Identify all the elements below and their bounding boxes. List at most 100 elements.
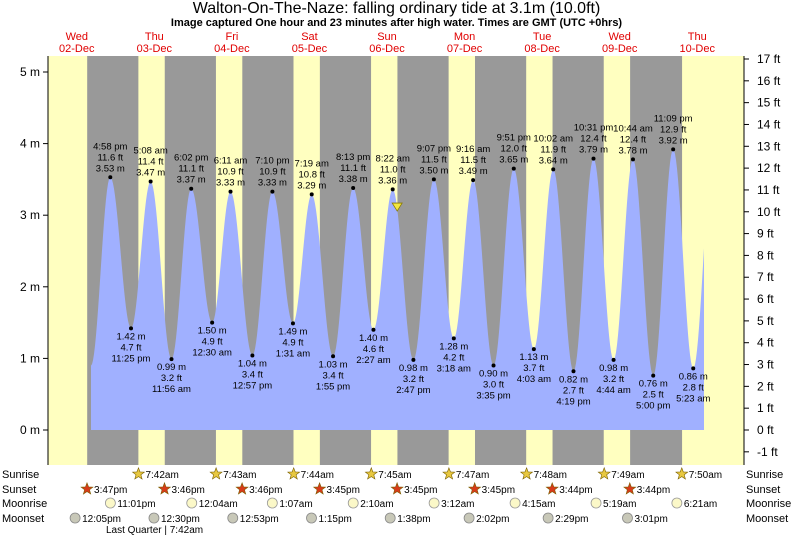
tide-height-ft: 11.1 ft <box>340 163 366 174</box>
moonset-row-label-right: Moonset <box>746 513 788 525</box>
day-name: Mon <box>454 31 475 43</box>
tide-point <box>531 347 536 352</box>
day-name: Fri <box>225 31 238 43</box>
right-tick-label: 10 ft <box>757 205 781 219</box>
sunrise-icon <box>442 466 456 480</box>
sunrise-time: 7:42am <box>145 470 178 481</box>
tide-point <box>351 185 356 190</box>
tide-time: 3:18 am <box>437 363 471 374</box>
tide-height-ft: 4.6 ft <box>363 344 384 355</box>
tide-time: 9:16 am <box>456 144 490 155</box>
day-date: 10-Dec <box>680 43 716 55</box>
moonset-time: 1:38pm <box>397 514 430 525</box>
tide-point <box>611 357 616 362</box>
tide-time: 5:00 pm <box>636 401 670 412</box>
moonrise-icon <box>590 497 602 509</box>
tide-height-m: 3.29 m <box>297 180 326 191</box>
tide-height-m: 3.47 m <box>136 168 165 179</box>
day-name: Wed <box>608 31 630 43</box>
tide-time: 5:23 am <box>676 393 710 404</box>
tide-time: 2:47 pm <box>396 385 430 396</box>
moonset-time: 12:05pm <box>82 514 121 525</box>
day-date: 08-Dec <box>524 43 560 55</box>
tide-time: 4:03 am <box>517 374 551 385</box>
tide-height-ft: 12.9 ft <box>660 124 687 135</box>
moonrise-icon <box>266 497 278 509</box>
sunrise-icon <box>675 466 689 480</box>
tide-time: 11:25 pm <box>112 353 151 364</box>
sunrise-time: 7:50am <box>689 470 722 481</box>
tide-time: 9:07 pm <box>417 143 451 154</box>
tide-time: 10:02 am <box>533 133 573 144</box>
tide-time: 5:08 am <box>133 146 167 157</box>
moonset-time: 2:29pm <box>555 514 588 525</box>
tide-height-ft: 12.0 ft <box>501 144 528 155</box>
right-tick-label: 3 ft <box>757 358 774 372</box>
sunset-icon <box>80 481 94 495</box>
moonrise-time: 2:10am <box>360 499 393 510</box>
tide-point <box>571 369 576 374</box>
tide-time: 2:27 am <box>356 355 390 366</box>
moonrise-icon <box>671 497 683 509</box>
sunrise-time: 7:45am <box>378 470 411 481</box>
tide-point <box>290 321 295 326</box>
tide-height-m: 3.37 m <box>177 175 206 186</box>
moonset-time: 3:01pm <box>634 514 667 525</box>
sunrise-time: 7:44am <box>301 470 334 481</box>
tide-time: 4:58 pm <box>93 141 127 152</box>
tide-height-ft: 11.5 ft <box>460 155 486 166</box>
right-tick-label: 7 ft <box>757 270 774 284</box>
sunrise-row-label: Sunrise <box>2 469 39 481</box>
tide-height-ft: 4.2 ft <box>443 352 464 363</box>
sunrise-time: 7:49am <box>611 470 644 481</box>
tide-height-m: 1.04 m <box>238 359 267 370</box>
tide-point <box>129 326 134 331</box>
moonrise-time: 5:19am <box>603 499 636 510</box>
moonset-row-label: Moonset <box>2 513 44 525</box>
tide-time: 6:11 am <box>214 156 248 167</box>
tide-height-m: 0.90 m <box>479 369 508 380</box>
tide-point <box>411 357 416 362</box>
right-tick-label: 15 ft <box>757 96 781 110</box>
sunrise-time: 7:48am <box>534 470 567 481</box>
tide-time: 7:19 am <box>295 158 329 169</box>
moonset-time: 2:02pm <box>476 514 509 525</box>
tide-height-ft: 3.2 ft <box>161 373 182 384</box>
sunrise-time: 7:47am <box>456 470 489 481</box>
sunset-icon <box>623 481 637 495</box>
sunset-icon <box>157 481 172 495</box>
tide-height-m: 3.78 m <box>618 145 647 156</box>
tide-height-m: 3.33 m <box>216 178 245 189</box>
right-tick-label: 2 ft <box>757 379 774 393</box>
sunrise-time: 7:43am <box>223 470 256 481</box>
tide-time: 4:19 pm <box>556 396 590 407</box>
day-name: Sat <box>301 31 318 43</box>
day-name: Wed <box>66 31 88 43</box>
tide-height-ft: 11.6 ft <box>97 152 123 163</box>
tide-point <box>371 327 376 332</box>
tide-height-m: 1.28 m <box>439 341 468 352</box>
tide-point <box>591 156 596 161</box>
tide-point <box>691 366 696 371</box>
tide-height-m: 0.76 m <box>639 379 668 390</box>
tide-time: 12:57 pm <box>233 381 273 392</box>
sunrise-icon <box>209 466 223 480</box>
moonset-icon <box>542 512 554 524</box>
day-date: 05-Dec <box>292 43 328 55</box>
tide-point <box>270 189 275 194</box>
tide-height-m: 1.49 m <box>278 326 307 337</box>
right-tick-label: 4 ft <box>757 336 774 350</box>
sunrise-icon <box>597 466 611 480</box>
tide-height-m: 3.49 m <box>459 166 488 177</box>
sunrise-icon <box>131 466 146 480</box>
tide-time: 10:44 am <box>613 123 653 134</box>
tide-time: 8:22 am <box>376 153 410 164</box>
tide-height-ft: 4.9 ft <box>202 337 223 348</box>
day-date: 06-Dec <box>369 43 405 55</box>
moonrise-icon <box>186 497 198 509</box>
tide-height-m: 0.86 m <box>679 371 708 382</box>
sunset-icon <box>390 481 404 495</box>
day-date: 04-Dec <box>214 43 250 55</box>
tide-height-ft: 3.2 ft <box>403 374 424 385</box>
tide-height-m: 0.98 m <box>599 363 628 374</box>
